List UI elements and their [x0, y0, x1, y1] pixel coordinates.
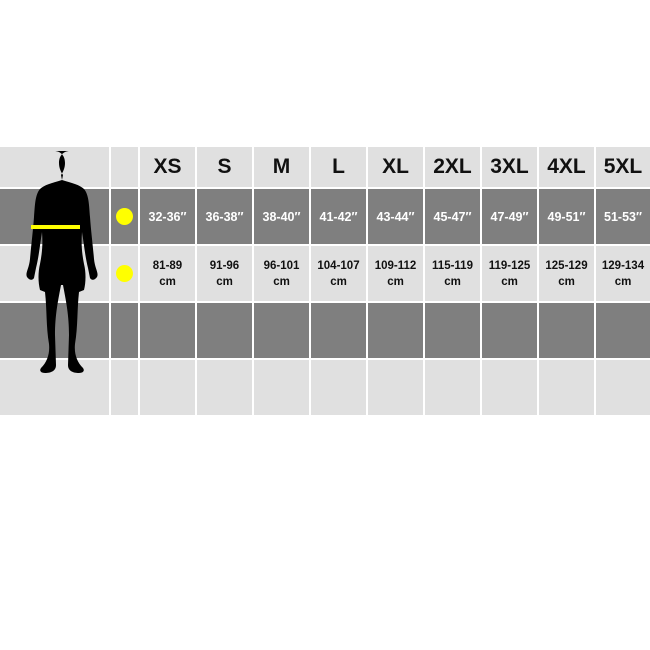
cm-range: 81-89: [152, 259, 183, 272]
size-header: XL: [368, 147, 423, 187]
size-header: 3XL: [482, 147, 537, 187]
empty-cell: [140, 360, 195, 415]
chest-measure-line: [31, 225, 80, 229]
marker-cell: [111, 189, 138, 244]
cm-range: 125-129: [545, 259, 588, 272]
size-header: L: [311, 147, 366, 187]
chest-cm: 104-107 cm: [311, 246, 366, 301]
cm-range: 119-125: [488, 259, 531, 272]
cm-range: 96-101: [263, 259, 300, 272]
cm-range: 91-96: [209, 259, 240, 272]
size-header: 2XL: [425, 147, 480, 187]
chest-inches: 32-36″: [140, 189, 195, 244]
cm-unit: cm: [216, 275, 233, 288]
size-header: S: [197, 147, 252, 187]
cm-range: 129-134: [601, 259, 645, 272]
chest-inches: 41-42″: [311, 189, 366, 244]
empty-cell: [311, 303, 366, 358]
size-header: XS: [140, 147, 195, 187]
chest-cm: 109-112 cm: [368, 246, 423, 301]
cm-unit: cm: [330, 275, 347, 288]
cm-unit: cm: [273, 275, 290, 288]
marker-cell: [111, 303, 138, 358]
chest-inches: 45-47″: [425, 189, 480, 244]
chest-inches: 36-38″: [197, 189, 252, 244]
chest-cm: 129-134 cm: [596, 246, 650, 301]
cm-range: 104-107: [317, 259, 360, 272]
male-silhouette-icon: [26, 151, 98, 373]
empty-cell: [368, 303, 423, 358]
empty-cell: [596, 360, 650, 415]
size-header: 5XL: [596, 147, 650, 187]
marker-cell: [111, 246, 138, 301]
chest-cm: 125-129 cm: [539, 246, 594, 301]
yellow-dot-icon: [116, 208, 133, 225]
chest-cm: 119-125 cm: [482, 246, 537, 301]
chest-cm: 115-119 cm: [425, 246, 480, 301]
empty-cell: [197, 360, 252, 415]
empty-cell: [197, 303, 252, 358]
cm-unit: cm: [387, 275, 404, 288]
empty-cell: [140, 303, 195, 358]
cm-unit: cm: [614, 275, 632, 288]
chest-cm: 81-89 cm: [140, 246, 195, 301]
empty-cell: [425, 360, 480, 415]
chest-cm: 91-96 cm: [197, 246, 252, 301]
cm-unit: cm: [159, 275, 176, 288]
cm-unit: cm: [444, 275, 461, 288]
cm-unit: cm: [501, 275, 518, 288]
chest-inches: 47-49″: [482, 189, 537, 244]
yellow-dot-icon: [116, 265, 133, 282]
empty-cell: [482, 303, 537, 358]
figure-cell: [0, 147, 109, 187]
empty-cell: [311, 360, 366, 415]
cm-range: 109-112: [374, 259, 417, 272]
empty-cell: [368, 360, 423, 415]
marker-cell: [111, 360, 138, 415]
empty-cell: [482, 360, 537, 415]
size-header: 4XL: [539, 147, 594, 187]
marker-cell: [111, 147, 138, 187]
empty-cell: [539, 303, 594, 358]
empty-cell: [596, 303, 650, 358]
chest-inches: 49-51″: [539, 189, 594, 244]
chest-inches: 51-53″: [596, 189, 650, 244]
size-header: M: [254, 147, 309, 187]
empty-cell: [539, 360, 594, 415]
empty-cell: [425, 303, 480, 358]
empty-cell: [254, 360, 309, 415]
cm-unit: cm: [558, 275, 575, 288]
chest-cm: 96-101 cm: [254, 246, 309, 301]
chest-inches: 38-40″: [254, 189, 309, 244]
cm-range: 115-119: [432, 259, 473, 272]
chest-inches: 43-44″: [368, 189, 423, 244]
empty-cell: [254, 303, 309, 358]
